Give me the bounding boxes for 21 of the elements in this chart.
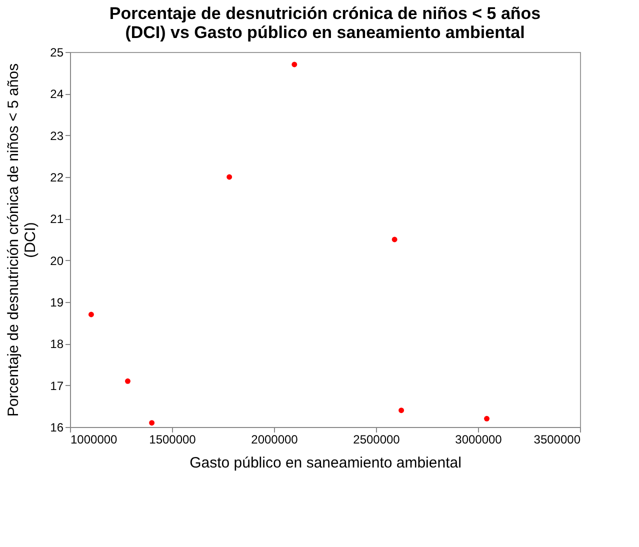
y-tick-label: 25: [50, 46, 64, 60]
text: (DCI): [22, 222, 40, 258]
x-tick-label: 3500000: [534, 432, 581, 446]
x-tick-label: 1500000: [149, 432, 196, 446]
y-tick-label: 24: [50, 87, 64, 102]
x-tick-label: 1000000: [70, 432, 118, 446]
y-tick-label: 16: [50, 420, 64, 434]
y-tick-label: 22: [50, 170, 64, 184]
text: (DCI) vs Gasto público en saneamiento ambiental: [125, 23, 525, 42]
y-tick-label: 21: [50, 212, 64, 226]
x-tick-label: 3000000: [455, 432, 502, 446]
y-tick-label: 20: [50, 254, 64, 268]
x-tick-label: 2500000: [353, 432, 400, 446]
x-tick-label: 2000000: [251, 432, 298, 446]
y-tick-label: 17: [50, 378, 64, 393]
text: Porcentaje de desnutrición crónica de niños < 5 años: [109, 4, 541, 23]
y-tick-label: 19: [50, 296, 64, 310]
text: Porcentaje de desnutrición crónica de niños < 5 años: [5, 63, 22, 417]
x-axis-title: Gasto público en saneamiento ambiental: [190, 454, 462, 472]
y-tick-label: 23: [50, 128, 64, 143]
y-tick-label: 18: [50, 337, 64, 352]
